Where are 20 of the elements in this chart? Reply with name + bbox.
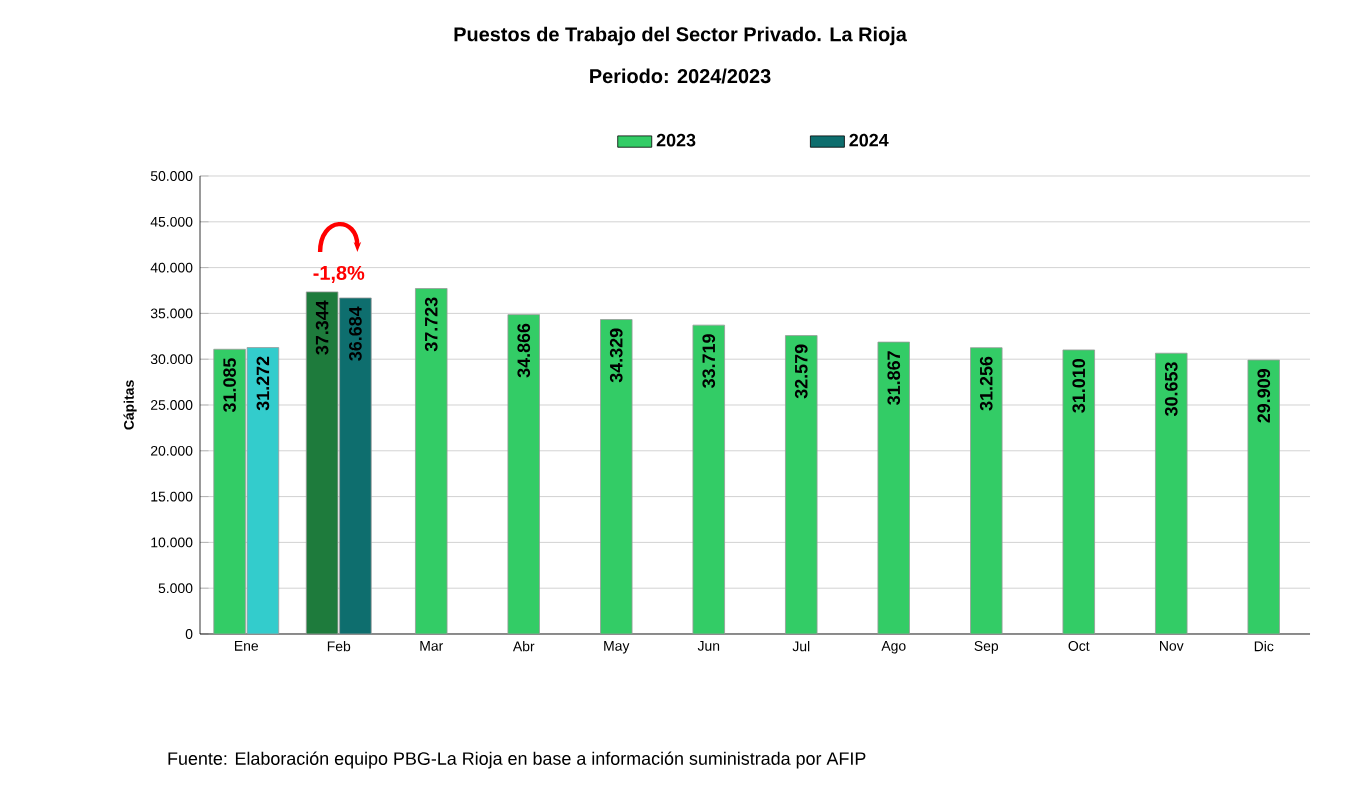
data-label: 37.344 xyxy=(315,300,329,355)
data-label: 30.653 xyxy=(1164,362,1178,417)
annotation: -1,8% xyxy=(313,265,365,283)
data-label: 34.866 xyxy=(517,323,531,378)
legend-label: 2023 xyxy=(656,133,696,147)
source-note: Fuente: Elaboración equipo PBG-La Rioja en base a información suministrada por AFIP xyxy=(168,751,866,769)
data-label: 36.684 xyxy=(349,306,362,361)
data-label: 33.719 xyxy=(702,334,716,388)
chart-subtitle: Periodo: 2024/2023 xyxy=(590,68,771,84)
data-label: 32.579 xyxy=(794,344,808,399)
data-label: 31.256 xyxy=(979,356,993,411)
chart-title: Puestos de Trabajo del Sector Privado. La Rioja xyxy=(454,26,907,46)
data-label: 37.723 xyxy=(424,297,438,352)
legend-label: 2024 xyxy=(849,133,889,147)
data-label: 29.909 xyxy=(1257,369,1271,423)
data-label: 31.010 xyxy=(1072,359,1086,413)
data-label: 31.085 xyxy=(223,358,236,413)
data-label: 34.329 xyxy=(609,328,623,383)
data-label: 31.867 xyxy=(887,351,901,405)
data-label: 31.272 xyxy=(256,356,270,411)
